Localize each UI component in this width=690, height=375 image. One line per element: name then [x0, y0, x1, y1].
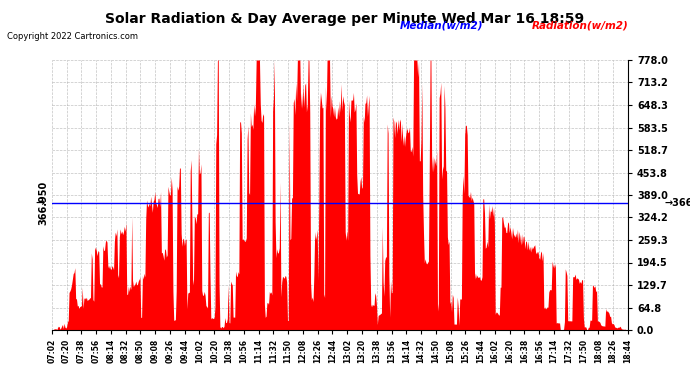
Text: →366.950: →366.950	[664, 198, 690, 208]
Text: 366.950: 366.950	[39, 180, 48, 225]
Text: →: →	[35, 198, 45, 208]
Text: Solar Radiation & Day Average per Minute Wed Mar 16 18:59: Solar Radiation & Day Average per Minute…	[106, 12, 584, 26]
Text: Radiation(w/m2): Radiation(w/m2)	[531, 20, 628, 30]
Text: Median(w/m2): Median(w/m2)	[400, 20, 484, 30]
Text: Copyright 2022 Cartronics.com: Copyright 2022 Cartronics.com	[7, 32, 138, 41]
